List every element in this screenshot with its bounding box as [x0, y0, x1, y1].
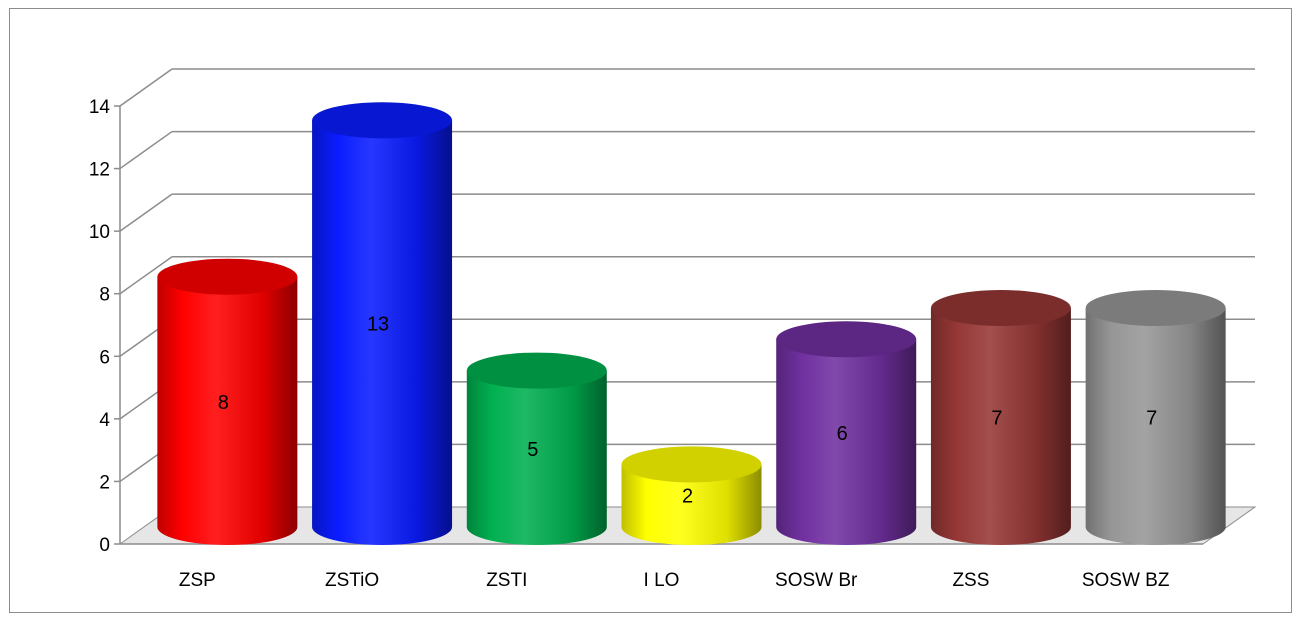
bar-body [312, 120, 453, 546]
category-label: ZSP [179, 570, 216, 591]
bar-sosw-br [776, 321, 917, 545]
bar-top [1085, 290, 1226, 326]
category-label: ZSTiO [325, 570, 379, 591]
bar-i-lo [621, 446, 762, 545]
gridline-side [119, 256, 173, 295]
bar-body [157, 276, 298, 545]
bar-top [466, 352, 607, 389]
bar-body [621, 464, 762, 545]
bar-body [466, 370, 607, 545]
bar-top [776, 321, 917, 358]
y-tick-label: 4 [99, 410, 110, 431]
category-label: ZSTI [486, 570, 527, 591]
bar-body [930, 308, 1071, 545]
y-tick-label: 14 [89, 97, 111, 118]
y-tick-label: 6 [99, 347, 110, 368]
bar-zss [930, 290, 1071, 545]
gridline-side [119, 130, 173, 170]
data-label: 7 [991, 408, 1002, 430]
gridline-side [119, 193, 173, 232]
data-label: 5 [527, 439, 538, 461]
y-tick-label: 0 [99, 535, 110, 556]
category-label: I LO [644, 570, 680, 591]
bar-top [157, 258, 298, 295]
category-label: SOSW Br [775, 570, 858, 591]
bar-zstio [312, 102, 453, 546]
bar-top [312, 102, 453, 139]
category-label: SOSW BZ [1082, 570, 1170, 591]
y-tick-label: 12 [89, 160, 110, 181]
y-tick-label: 2 [99, 472, 110, 493]
y-tick-label: 8 [99, 285, 110, 306]
bar-zsp [157, 258, 298, 545]
data-label: 13 [367, 314, 389, 336]
data-label: 8 [218, 392, 229, 414]
bar-body [776, 339, 917, 545]
gridline-side [119, 68, 173, 107]
data-label: 7 [1146, 408, 1157, 430]
bar-sosw-bz [1085, 290, 1226, 545]
bar-body [1085, 308, 1226, 545]
bar-top [621, 446, 762, 483]
bar-top [930, 290, 1071, 326]
bar-zsti [466, 352, 607, 545]
y-tick-label: 10 [89, 222, 110, 243]
data-label: 2 [682, 486, 693, 508]
data-label: 6 [837, 423, 848, 445]
category-label: ZSS [952, 570, 989, 591]
